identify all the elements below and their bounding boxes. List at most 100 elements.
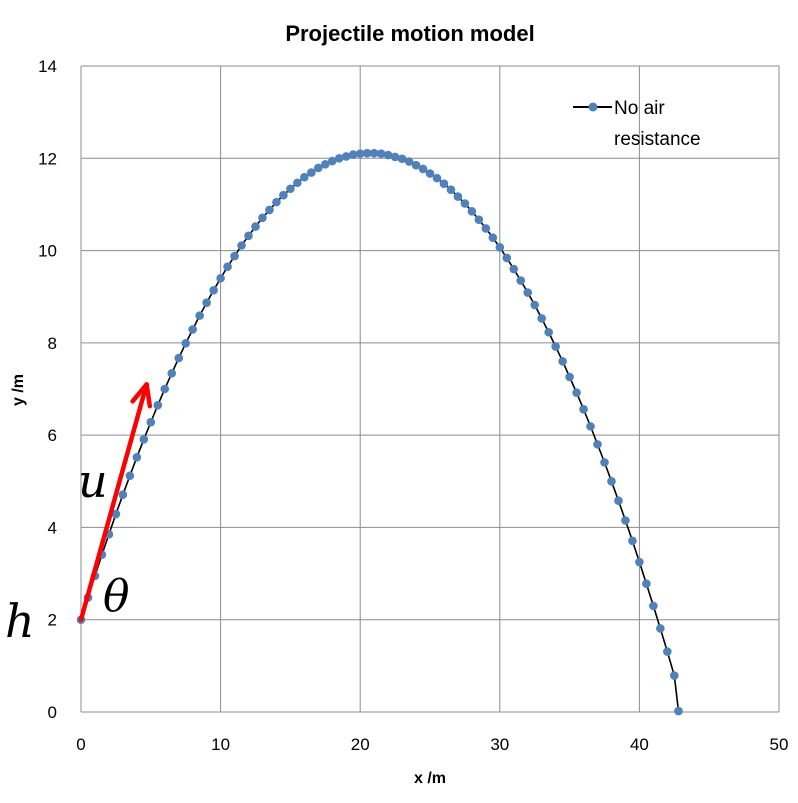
y-tick-label: 6 <box>48 426 57 445</box>
x-tick-label: 50 <box>770 735 789 754</box>
data-point <box>181 339 190 348</box>
data-point <box>628 536 637 546</box>
data-point <box>202 298 211 308</box>
data-point <box>467 207 477 216</box>
data-point <box>642 579 651 589</box>
data-point <box>586 422 595 431</box>
data-point <box>209 285 218 295</box>
data-point <box>167 369 177 378</box>
data-point <box>314 163 323 173</box>
legend-label-line-2: resistance <box>614 129 701 150</box>
data-point <box>118 490 128 499</box>
data-point <box>607 476 616 486</box>
data-point <box>265 205 274 215</box>
data-point <box>488 233 498 242</box>
data-point <box>495 243 505 252</box>
data-point <box>251 222 260 231</box>
data-point <box>537 314 546 323</box>
data-point <box>327 156 337 166</box>
data-point <box>293 178 302 188</box>
data-point <box>223 262 232 272</box>
data-point <box>272 197 281 207</box>
data-point <box>132 452 142 462</box>
data-point <box>307 168 316 177</box>
data-point <box>369 148 379 158</box>
data-point <box>216 273 225 283</box>
data-point <box>125 471 135 481</box>
data-point <box>572 388 581 397</box>
legend-label-line-1: No air <box>614 98 665 119</box>
data-point <box>544 327 553 337</box>
data-point <box>355 149 365 158</box>
annotation-u: u <box>78 454 108 508</box>
data-point <box>341 152 351 161</box>
data-point <box>111 509 121 519</box>
arrow-shaft <box>78 382 149 622</box>
data-point <box>153 400 163 410</box>
data-point <box>530 300 539 310</box>
annotation-h: h <box>5 594 35 648</box>
data-point <box>481 224 491 233</box>
data-point <box>362 148 372 158</box>
velocity-arrow <box>78 382 153 622</box>
legend: No air resistance <box>573 98 701 150</box>
data-point <box>418 164 428 174</box>
data-point <box>593 440 602 449</box>
data-point <box>146 417 156 427</box>
data-point <box>523 288 533 297</box>
data-point <box>321 159 330 169</box>
y-tick-label: 0 <box>48 703 57 722</box>
data-point <box>502 253 512 263</box>
x-tick-label: 40 <box>630 735 649 754</box>
data-point <box>300 172 309 182</box>
data-point <box>279 190 288 200</box>
data-point <box>160 384 170 394</box>
series-no-air-resistance <box>76 148 683 716</box>
data-point <box>551 342 560 351</box>
data-point <box>656 624 665 633</box>
data-point <box>558 357 567 366</box>
x-tick-label: 0 <box>76 735 85 754</box>
tick-labels: 0 10 20 30 40 50 0 2 4 6 8 10 12 14 <box>38 57 788 754</box>
chart-title: Projectile motion model <box>285 21 534 46</box>
data-point <box>460 199 470 208</box>
data-point <box>674 706 683 716</box>
data-point <box>425 169 435 178</box>
arrow-head <box>130 382 153 409</box>
data-point <box>565 372 574 382</box>
data-point <box>244 231 253 241</box>
data-point <box>621 516 630 525</box>
data-point <box>348 150 358 159</box>
annotation-theta: θ <box>103 571 130 622</box>
data-point <box>230 251 239 261</box>
y-tick-label: 2 <box>48 611 57 630</box>
data-point <box>579 405 588 414</box>
y-tick-label: 8 <box>48 334 57 353</box>
data-point <box>411 160 421 170</box>
data-point <box>258 213 267 223</box>
data-point <box>237 241 246 250</box>
data-point <box>286 184 295 194</box>
grid <box>80 65 780 713</box>
data-point <box>376 149 386 158</box>
data-point <box>432 173 442 183</box>
data-point <box>474 215 484 224</box>
data-point <box>397 154 407 164</box>
data-point <box>670 671 679 680</box>
y-axis-label: y /m <box>10 374 27 406</box>
data-point <box>446 185 456 194</box>
x-tick-label: 30 <box>490 735 509 754</box>
data-point <box>635 557 644 567</box>
data-point <box>139 434 149 444</box>
data-point <box>404 157 414 166</box>
x-tick-label: 20 <box>351 735 370 754</box>
data-point <box>509 264 519 274</box>
data-point <box>614 496 623 505</box>
y-tick-label: 10 <box>38 242 57 261</box>
data-point <box>663 647 672 656</box>
data-point <box>600 458 609 467</box>
series-line <box>80 152 680 712</box>
data-point <box>188 325 197 334</box>
